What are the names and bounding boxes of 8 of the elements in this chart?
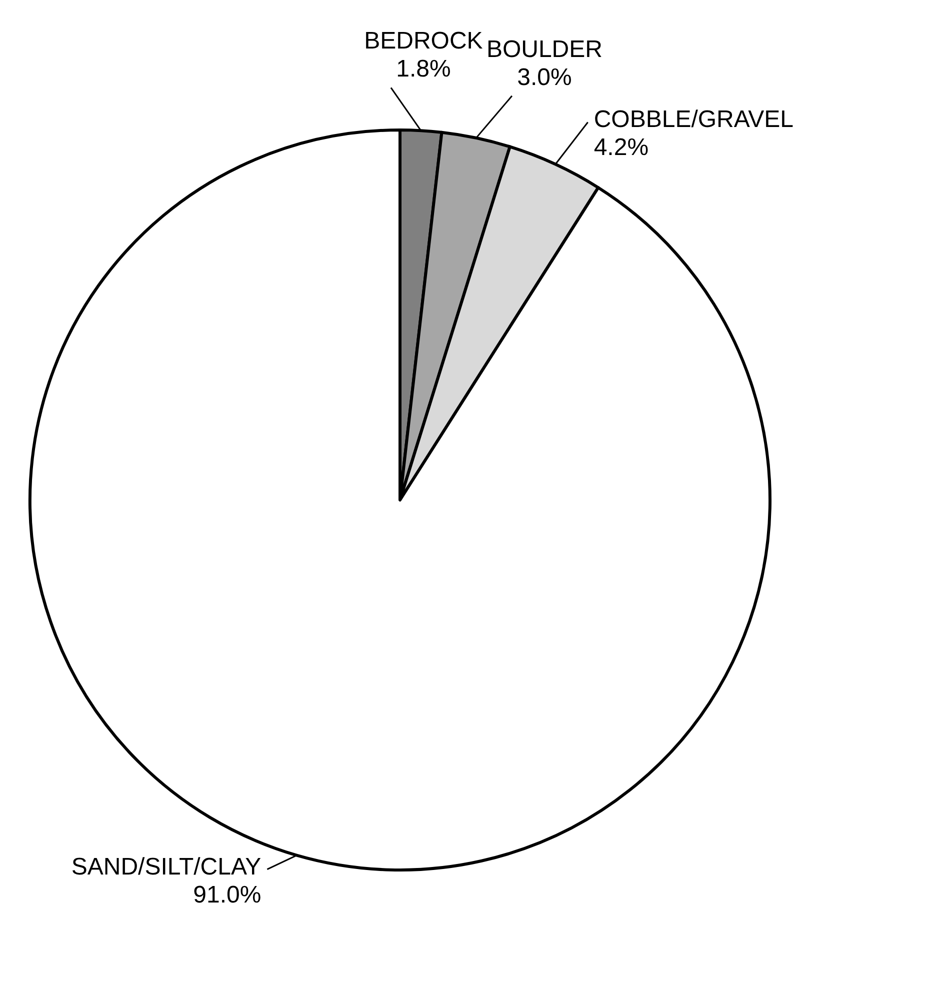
slice-label: BEDROCK <box>364 28 483 55</box>
data-label: 3.0% <box>517 64 572 91</box>
data-label: 1.8% <box>396 56 451 83</box>
slice-label: SAND/SILT/CLAY <box>71 853 262 880</box>
data-label: 4.2% <box>594 134 649 162</box>
data-label: 91.0% <box>193 881 262 908</box>
slice-label: COBBLE/GRAVEL <box>594 106 794 134</box>
slice-label: BOULDER <box>486 36 602 63</box>
